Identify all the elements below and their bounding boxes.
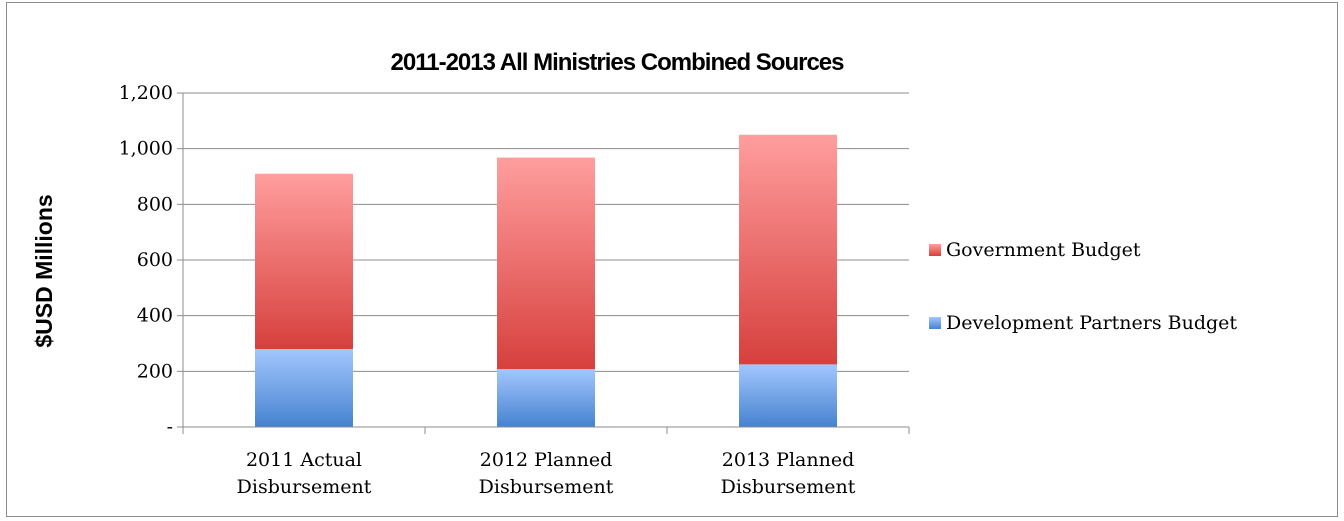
y-tick-labels: - 200 400 600 800 1,000 1,200 bbox=[119, 82, 173, 438]
y-tick-label: 1,200 bbox=[119, 82, 173, 104]
category-label: 2011 Actual bbox=[246, 449, 362, 471]
legend-swatch bbox=[929, 244, 941, 256]
legend-item-government: Government Budget bbox=[946, 239, 1141, 261]
bar-government-3 bbox=[739, 134, 837, 365]
category-label: 2013 Planned bbox=[722, 449, 854, 471]
category-label: 2012 Planned bbox=[480, 449, 612, 471]
y-tick-label: - bbox=[167, 416, 173, 438]
category-label: Disbursement bbox=[479, 476, 614, 498]
category-label: Disbursement bbox=[721, 476, 856, 498]
y-tick-label: 200 bbox=[137, 360, 173, 382]
legend: Government Budget Development Partners Bu… bbox=[929, 239, 1237, 334]
y-tick-label: 400 bbox=[137, 305, 173, 327]
y-tick-label: 600 bbox=[137, 249, 173, 271]
y-axis-title: $USD Millions bbox=[31, 194, 57, 347]
y-tick-label: 1,000 bbox=[119, 138, 173, 160]
chart-title: 2011-2013 All Ministries Combined Source… bbox=[391, 49, 845, 76]
legend-swatch bbox=[929, 317, 941, 329]
bars bbox=[255, 134, 837, 427]
category-labels: 2011 Actual Disbursement 2012 Planned Disbu… bbox=[237, 449, 856, 498]
legend-item-development-partners: Development Partners Budget bbox=[946, 312, 1237, 334]
bar-development-partners-1 bbox=[255, 349, 353, 427]
axes bbox=[177, 92, 910, 434]
bar-development-partners-2 bbox=[497, 369, 595, 427]
y-tick-label: 800 bbox=[137, 193, 173, 215]
bar-development-partners-3 bbox=[739, 364, 837, 427]
bar-government-2 bbox=[497, 157, 595, 370]
category-label: Disbursement bbox=[237, 476, 372, 498]
bar-government-1 bbox=[255, 173, 353, 350]
